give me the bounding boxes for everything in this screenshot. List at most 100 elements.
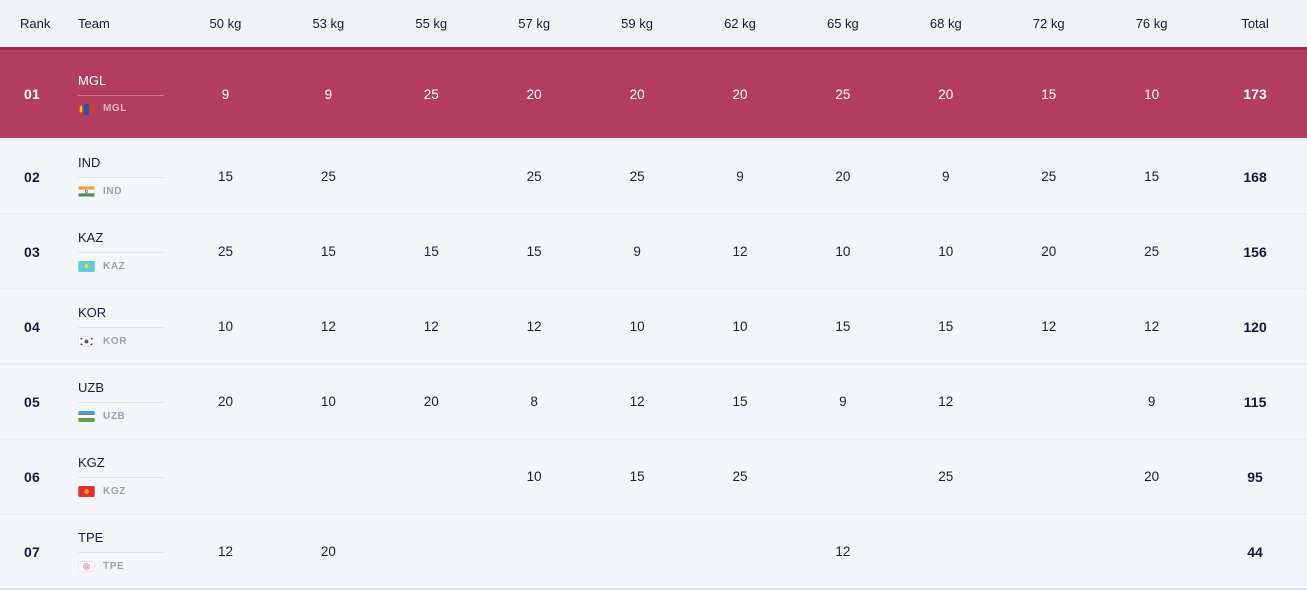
- team-block: KOR KOR: [78, 306, 174, 347]
- team-sub-label: MGL: [103, 103, 128, 114]
- total-cell: 44: [1247, 543, 1263, 560]
- table-row-tpe[interactable]: 07 TPE TPE 12 20 12 44: [0, 513, 1307, 588]
- team-block: MGL MGL: [78, 74, 174, 115]
- score-cell-68kg: 15: [938, 319, 954, 334]
- team-cell: KGZ KGZ: [56, 456, 174, 497]
- table-header: Rank Team 50 kg 53 kg 55 kg 57 kg 59 kg 62 kg 65…: [0, 0, 1307, 47]
- column-header-53-kg: 53 kg: [312, 16, 345, 31]
- table-row-kor[interactable]: 04 KOR KOR 10 12 12 12 10 10 15 15 12 12 120: [0, 288, 1307, 363]
- score-cell-59kg: 20: [629, 86, 645, 102]
- team-code: KOR: [78, 305, 107, 320]
- table-row-kaz[interactable]: 03 KAZ KAZ 25 15 15 15 9 12 10 10 20 25 156: [0, 213, 1307, 288]
- score-cell-65kg: 15: [835, 319, 851, 334]
- team-divider: [78, 327, 164, 328]
- table-row-mgl[interactable]: 01 MGL MGL 9 9 25 20 20 20 25 20 15 10 173: [0, 47, 1307, 138]
- score-cell-62kg: 12: [732, 244, 748, 259]
- flag-kaz-icon: [78, 261, 95, 272]
- score-cell-62kg: 20: [732, 86, 748, 102]
- score-cell-55kg: 20: [423, 394, 439, 409]
- team-sub: UZB: [78, 411, 174, 422]
- column-header-76-kg: 76 kg: [1135, 16, 1168, 31]
- score-cell-72kg: 20: [1041, 244, 1057, 259]
- team-code: UZB: [78, 380, 104, 395]
- score-cell-57kg: 15: [526, 244, 542, 259]
- team-code: IND: [78, 155, 101, 170]
- score-cell-68kg: 20: [938, 86, 954, 102]
- score-cell-50kg: 20: [217, 394, 233, 409]
- score-cell-53kg: 20: [320, 544, 336, 559]
- score-cell-72kg: 12: [1041, 319, 1057, 334]
- table-row-uzb[interactable]: 05 UZB UZB 20 10 20 8 12 15 9 12 9 115: [0, 363, 1307, 438]
- team-cell: TPE TPE: [56, 531, 174, 572]
- score-cell-50kg: 12: [217, 544, 233, 559]
- column-header-57-kg: 57 kg: [518, 16, 551, 31]
- team-sub: KGZ: [78, 486, 174, 497]
- score-cell-55kg: 15: [423, 244, 439, 259]
- team-cell: KAZ KAZ: [56, 231, 174, 272]
- score-cell-53kg: 9: [324, 86, 333, 102]
- rank-cell: 05: [24, 393, 40, 410]
- flag-kgz-icon: [78, 486, 95, 497]
- score-cell-65kg: 9: [839, 394, 847, 409]
- team-divider: [78, 252, 164, 253]
- score-cell-76kg: 20: [1144, 469, 1160, 484]
- total-cell: 120: [1243, 318, 1267, 335]
- score-cell-62kg: 25: [732, 469, 748, 484]
- score-cell-76kg: 25: [1144, 244, 1160, 259]
- column-header-total: Total: [1241, 16, 1269, 31]
- total-cell: 173: [1243, 86, 1267, 102]
- team-sub: MGL: [78, 103, 174, 115]
- score-cell-68kg: 12: [938, 394, 954, 409]
- team-block: UZB UZB: [78, 381, 174, 422]
- score-cell-59kg: 12: [629, 394, 645, 409]
- score-cell-57kg: 20: [526, 86, 542, 102]
- column-header-team: Team: [78, 16, 110, 31]
- score-cell-55kg: 12: [423, 319, 439, 334]
- team-sub: IND: [78, 186, 174, 197]
- rank-cell: 03: [24, 243, 40, 260]
- score-cell-50kg: 10: [217, 319, 233, 334]
- team-sub-label: TPE: [103, 560, 125, 572]
- total-cell: 95: [1247, 468, 1263, 485]
- score-cell-59kg: 10: [629, 319, 645, 334]
- team-code: TPE: [78, 530, 104, 545]
- score-cell-53kg: 12: [320, 319, 336, 334]
- score-cell-50kg: 15: [217, 169, 233, 184]
- team-block: KAZ KAZ: [78, 231, 174, 272]
- column-header-62-kg: 62 kg: [724, 16, 756, 31]
- score-cell-57kg: 25: [526, 169, 542, 184]
- team-cell: IND IND: [56, 156, 174, 197]
- score-cell-65kg: 10: [835, 244, 851, 259]
- team-sub: KAZ: [78, 261, 174, 272]
- score-cell-62kg: 10: [732, 319, 748, 334]
- team-sub-label: UZB: [103, 410, 126, 422]
- team-cell: MGL MGL: [56, 74, 174, 115]
- rank-cell: 02: [24, 168, 40, 185]
- table-row-ind[interactable]: 02 IND IND 15 25 25 25 9 20 9 25 15 168: [0, 138, 1307, 213]
- score-cell-76kg: 9: [1147, 394, 1156, 409]
- score-cell-76kg: 10: [1144, 86, 1160, 102]
- column-header-59-kg: 59 kg: [621, 16, 653, 31]
- rank-cell: 01: [24, 86, 40, 102]
- total-cell: 168: [1243, 168, 1267, 185]
- score-cell-68kg: 10: [938, 244, 954, 259]
- flag-tpe-icon: [78, 561, 95, 572]
- rank-cell: 06: [24, 468, 40, 485]
- rank-cell: 04: [24, 318, 40, 335]
- score-cell-62kg: 9: [736, 169, 744, 184]
- table-row-kgz[interactable]: 06 KGZ KGZ 10 15 25 25 20 95: [0, 438, 1307, 513]
- flag-uzb-icon: [78, 411, 95, 422]
- team-block: KGZ KGZ: [78, 456, 174, 497]
- column-header-72-kg: 72 kg: [1032, 16, 1065, 31]
- score-cell-53kg: 10: [320, 394, 336, 409]
- score-cell-50kg: 25: [217, 244, 233, 259]
- score-cell-59kg: 15: [629, 469, 645, 484]
- team-code: KGZ: [78, 455, 105, 470]
- score-cell-57kg: 12: [526, 319, 542, 334]
- team-cell: UZB UZB: [56, 381, 174, 422]
- team-sub: TPE: [78, 561, 174, 572]
- team-block: IND IND: [78, 156, 174, 197]
- team-sub-label: KOR: [103, 335, 128, 347]
- team-divider: [78, 402, 164, 403]
